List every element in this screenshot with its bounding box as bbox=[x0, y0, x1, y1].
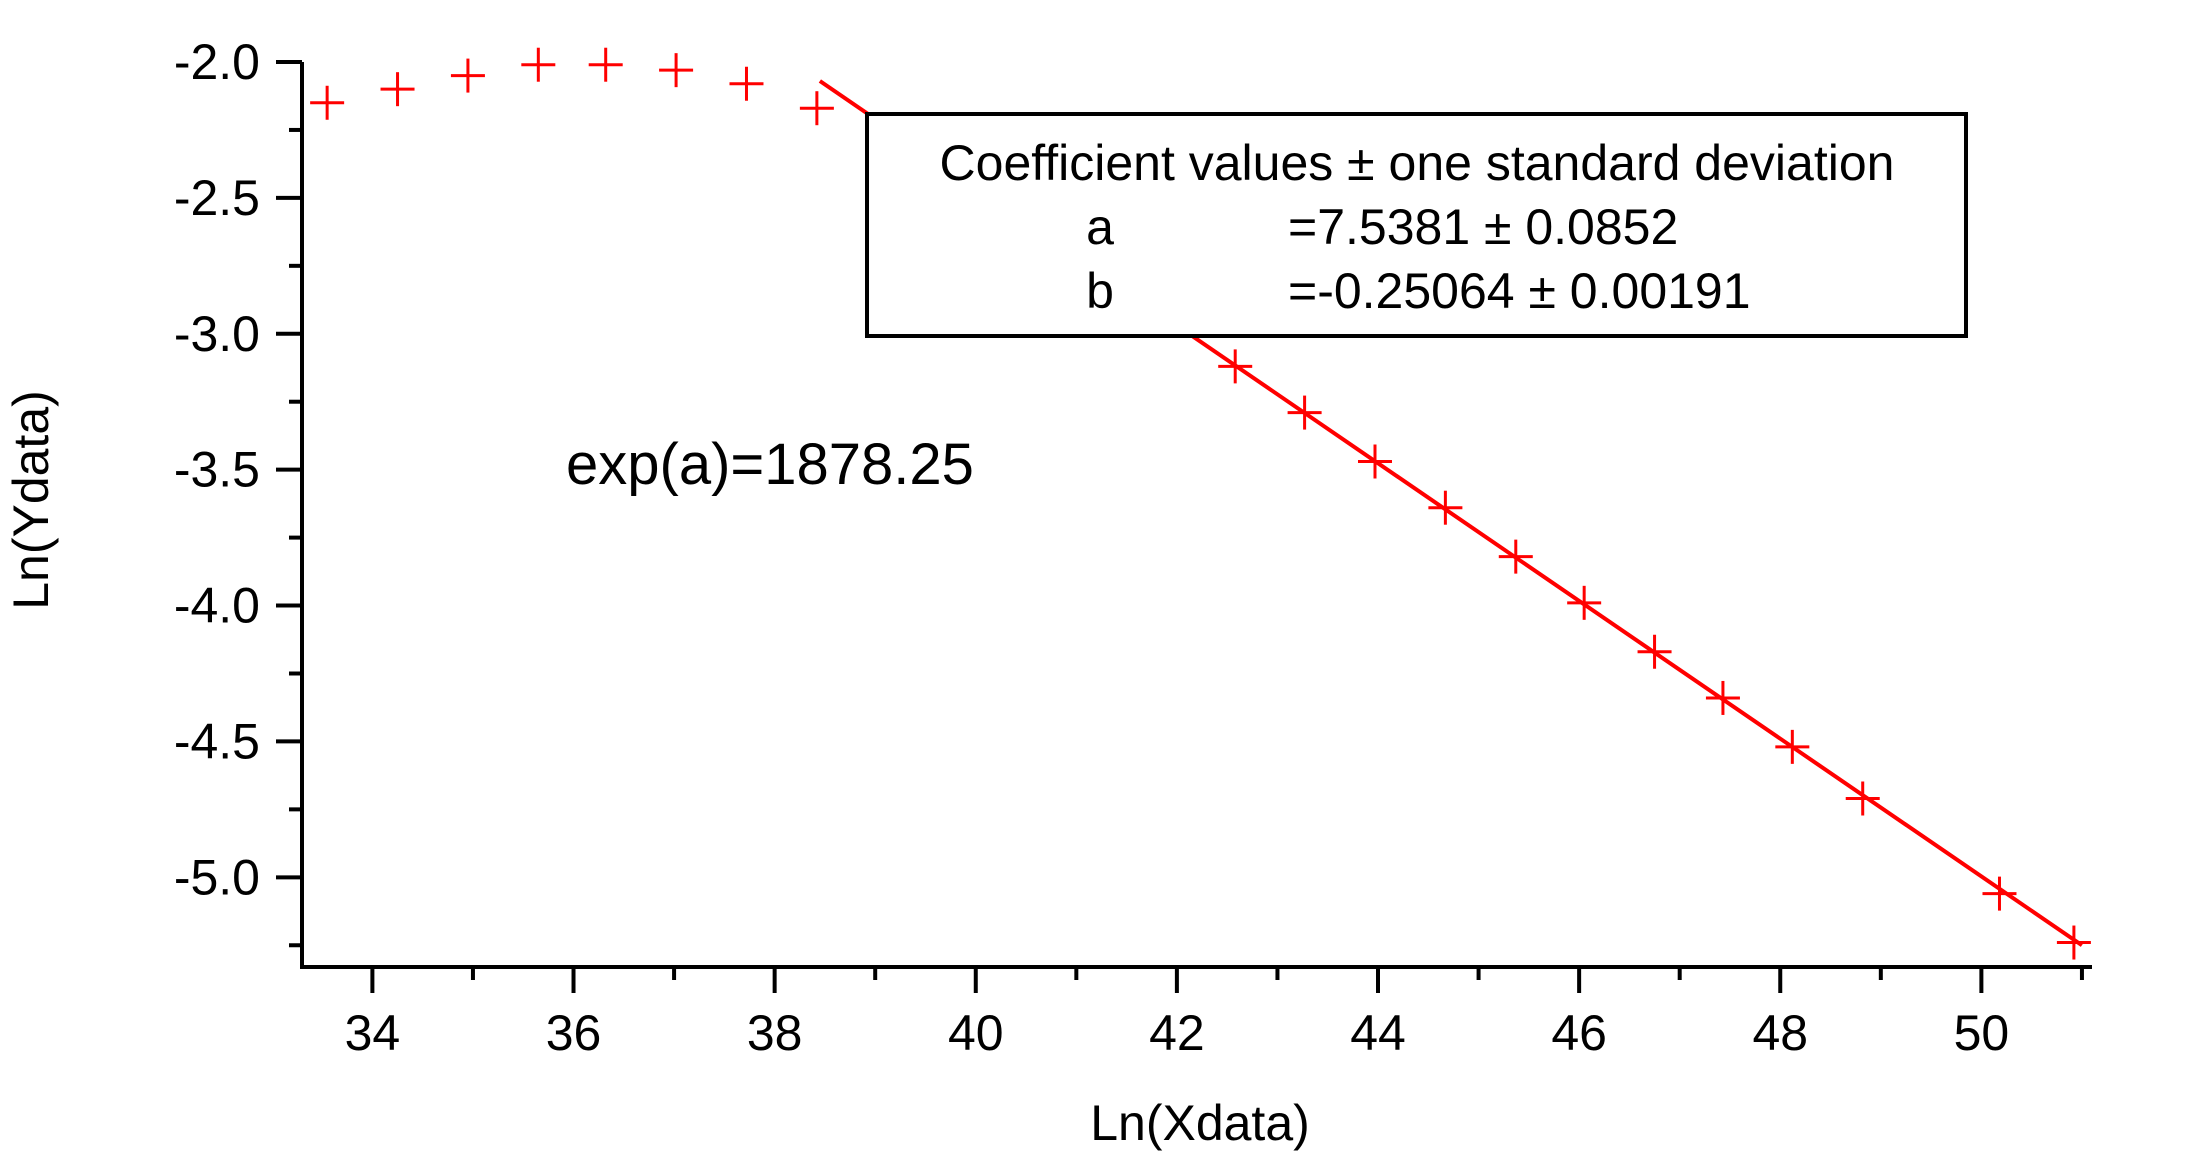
data-point bbox=[1218, 349, 1253, 384]
data-point bbox=[1845, 781, 1880, 816]
data-point bbox=[1287, 395, 1322, 430]
coefficient-a-name: a bbox=[1086, 199, 1114, 255]
y-tick-label: -2.0 bbox=[174, 34, 260, 90]
y-tick-label: -2.5 bbox=[174, 170, 260, 226]
x-tick-label: 40 bbox=[948, 1005, 1004, 1061]
x-tick-label: 44 bbox=[1350, 1005, 1406, 1061]
data-point bbox=[1637, 634, 1672, 669]
y-tick-label: -4.5 bbox=[174, 713, 260, 769]
coefficient-box-frame bbox=[865, 112, 1968, 338]
data-point bbox=[1705, 680, 1740, 715]
x-tick-label: 38 bbox=[747, 1005, 803, 1061]
data-point bbox=[729, 66, 764, 101]
axes: -2.0 -2.5 -3.0 -3.5 -4.0 -4.5 -5.0 34 36 38 40 42 44… bbox=[174, 34, 2092, 1061]
data-point bbox=[521, 47, 556, 82]
data-point bbox=[1498, 539, 1533, 574]
x-tick-label: 46 bbox=[1551, 1005, 1607, 1061]
data-point bbox=[659, 53, 694, 88]
y-tick-label: -5.0 bbox=[174, 849, 260, 905]
data-point bbox=[380, 72, 415, 107]
coefficient-a-value: =7.5381 ± 0.0852 bbox=[1288, 199, 1678, 255]
coefficient-b-value: =-0.25064 ± 0.00191 bbox=[1288, 263, 1751, 319]
x-tick-label: 34 bbox=[345, 1005, 401, 1061]
y-tick-label: -4.0 bbox=[174, 578, 260, 634]
data-point bbox=[2056, 925, 2091, 960]
x-tick-label: 48 bbox=[1752, 1005, 1808, 1061]
data-point bbox=[799, 91, 834, 126]
x-tick-label: 50 bbox=[1954, 1005, 2010, 1061]
y-tick-label: -3.0 bbox=[174, 306, 260, 362]
annotation-exp-a: exp(a)=1878.25 bbox=[566, 432, 974, 497]
coefficient-box-header: Coefficient values ± one standard deviat… bbox=[940, 135, 1895, 191]
coefficient-b-name: b bbox=[1086, 263, 1114, 319]
data-point bbox=[1567, 585, 1602, 620]
data-point bbox=[1982, 876, 2017, 911]
data-point bbox=[588, 47, 623, 82]
data-point bbox=[310, 85, 345, 120]
y-axis-label: Ln(Ydata) bbox=[3, 390, 59, 610]
data-point bbox=[1357, 444, 1392, 479]
x-tick-label: 36 bbox=[546, 1005, 602, 1061]
x-tick-label: 42 bbox=[1149, 1005, 1205, 1061]
y-tick-label: -3.5 bbox=[174, 442, 260, 498]
coefficient-box: Coefficient values ± one standard deviat… bbox=[865, 112, 1968, 338]
data-point bbox=[1428, 490, 1463, 525]
data-point bbox=[1775, 729, 1810, 764]
x-axis-label: Ln(Xdata) bbox=[1090, 1095, 1310, 1151]
data-point bbox=[450, 58, 485, 93]
